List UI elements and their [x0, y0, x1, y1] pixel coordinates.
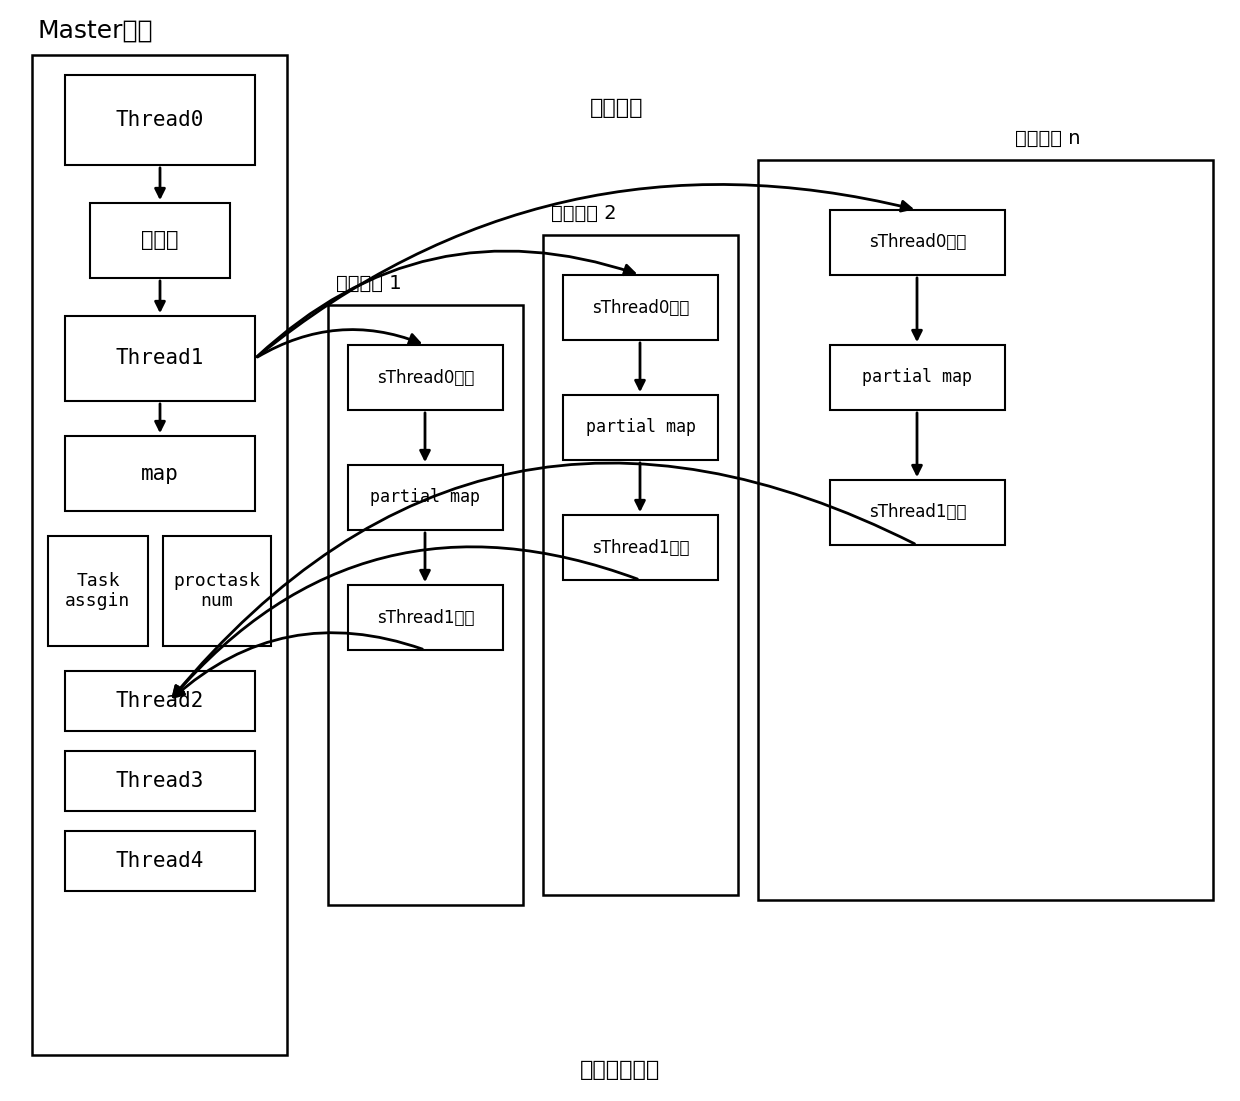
Text: Thread4: Thread4: [115, 851, 205, 871]
Text: 返回计算结果: 返回计算结果: [580, 1060, 660, 1080]
Bar: [32, 55, 286, 1055]
Text: Master节点: Master节点: [37, 19, 153, 43]
Bar: [830, 210, 1004, 275]
Text: 计算节点 1: 计算节点 1: [336, 274, 402, 293]
Text: map: map: [141, 464, 179, 483]
Bar: [348, 345, 503, 410]
Bar: [64, 436, 255, 511]
Text: Thread2: Thread2: [115, 691, 205, 711]
Text: 计算节点 2: 计算节点 2: [551, 204, 616, 224]
Text: sThread1计算: sThread1计算: [377, 609, 474, 626]
Bar: [162, 536, 272, 646]
Bar: [64, 316, 255, 401]
Bar: [348, 585, 503, 650]
Text: 缓冲区: 缓冲区: [141, 230, 179, 251]
Bar: [64, 75, 255, 165]
Bar: [64, 671, 255, 731]
Bar: [64, 831, 255, 891]
Bar: [543, 235, 738, 895]
Text: Thread3: Thread3: [115, 771, 205, 791]
Text: 发送数据: 发送数据: [590, 98, 644, 118]
Text: sThread0计算: sThread0计算: [869, 233, 966, 251]
Bar: [563, 515, 718, 580]
Text: proctask
num: proctask num: [174, 571, 260, 610]
Bar: [348, 465, 503, 530]
Text: sThread0计算: sThread0计算: [377, 369, 474, 386]
Text: Thread0: Thread0: [115, 110, 205, 130]
Bar: [329, 305, 523, 905]
Text: sThread0计算: sThread0计算: [591, 298, 689, 316]
Text: 计算节点 n: 计算节点 n: [1016, 129, 1080, 148]
Bar: [563, 395, 718, 460]
Text: Thread1: Thread1: [115, 349, 205, 369]
Text: sThread1计算: sThread1计算: [591, 538, 689, 556]
Bar: [830, 480, 1004, 545]
Text: sThread1计算: sThread1计算: [869, 503, 966, 522]
Bar: [91, 203, 229, 277]
Bar: [563, 275, 718, 340]
Bar: [64, 751, 255, 811]
Text: Task
assgin: Task assgin: [66, 571, 130, 610]
Text: partial map: partial map: [371, 489, 481, 506]
Bar: [48, 536, 148, 646]
Text: partial map: partial map: [585, 418, 696, 436]
Bar: [758, 160, 1213, 900]
Text: partial map: partial map: [863, 369, 972, 386]
Bar: [830, 345, 1004, 410]
